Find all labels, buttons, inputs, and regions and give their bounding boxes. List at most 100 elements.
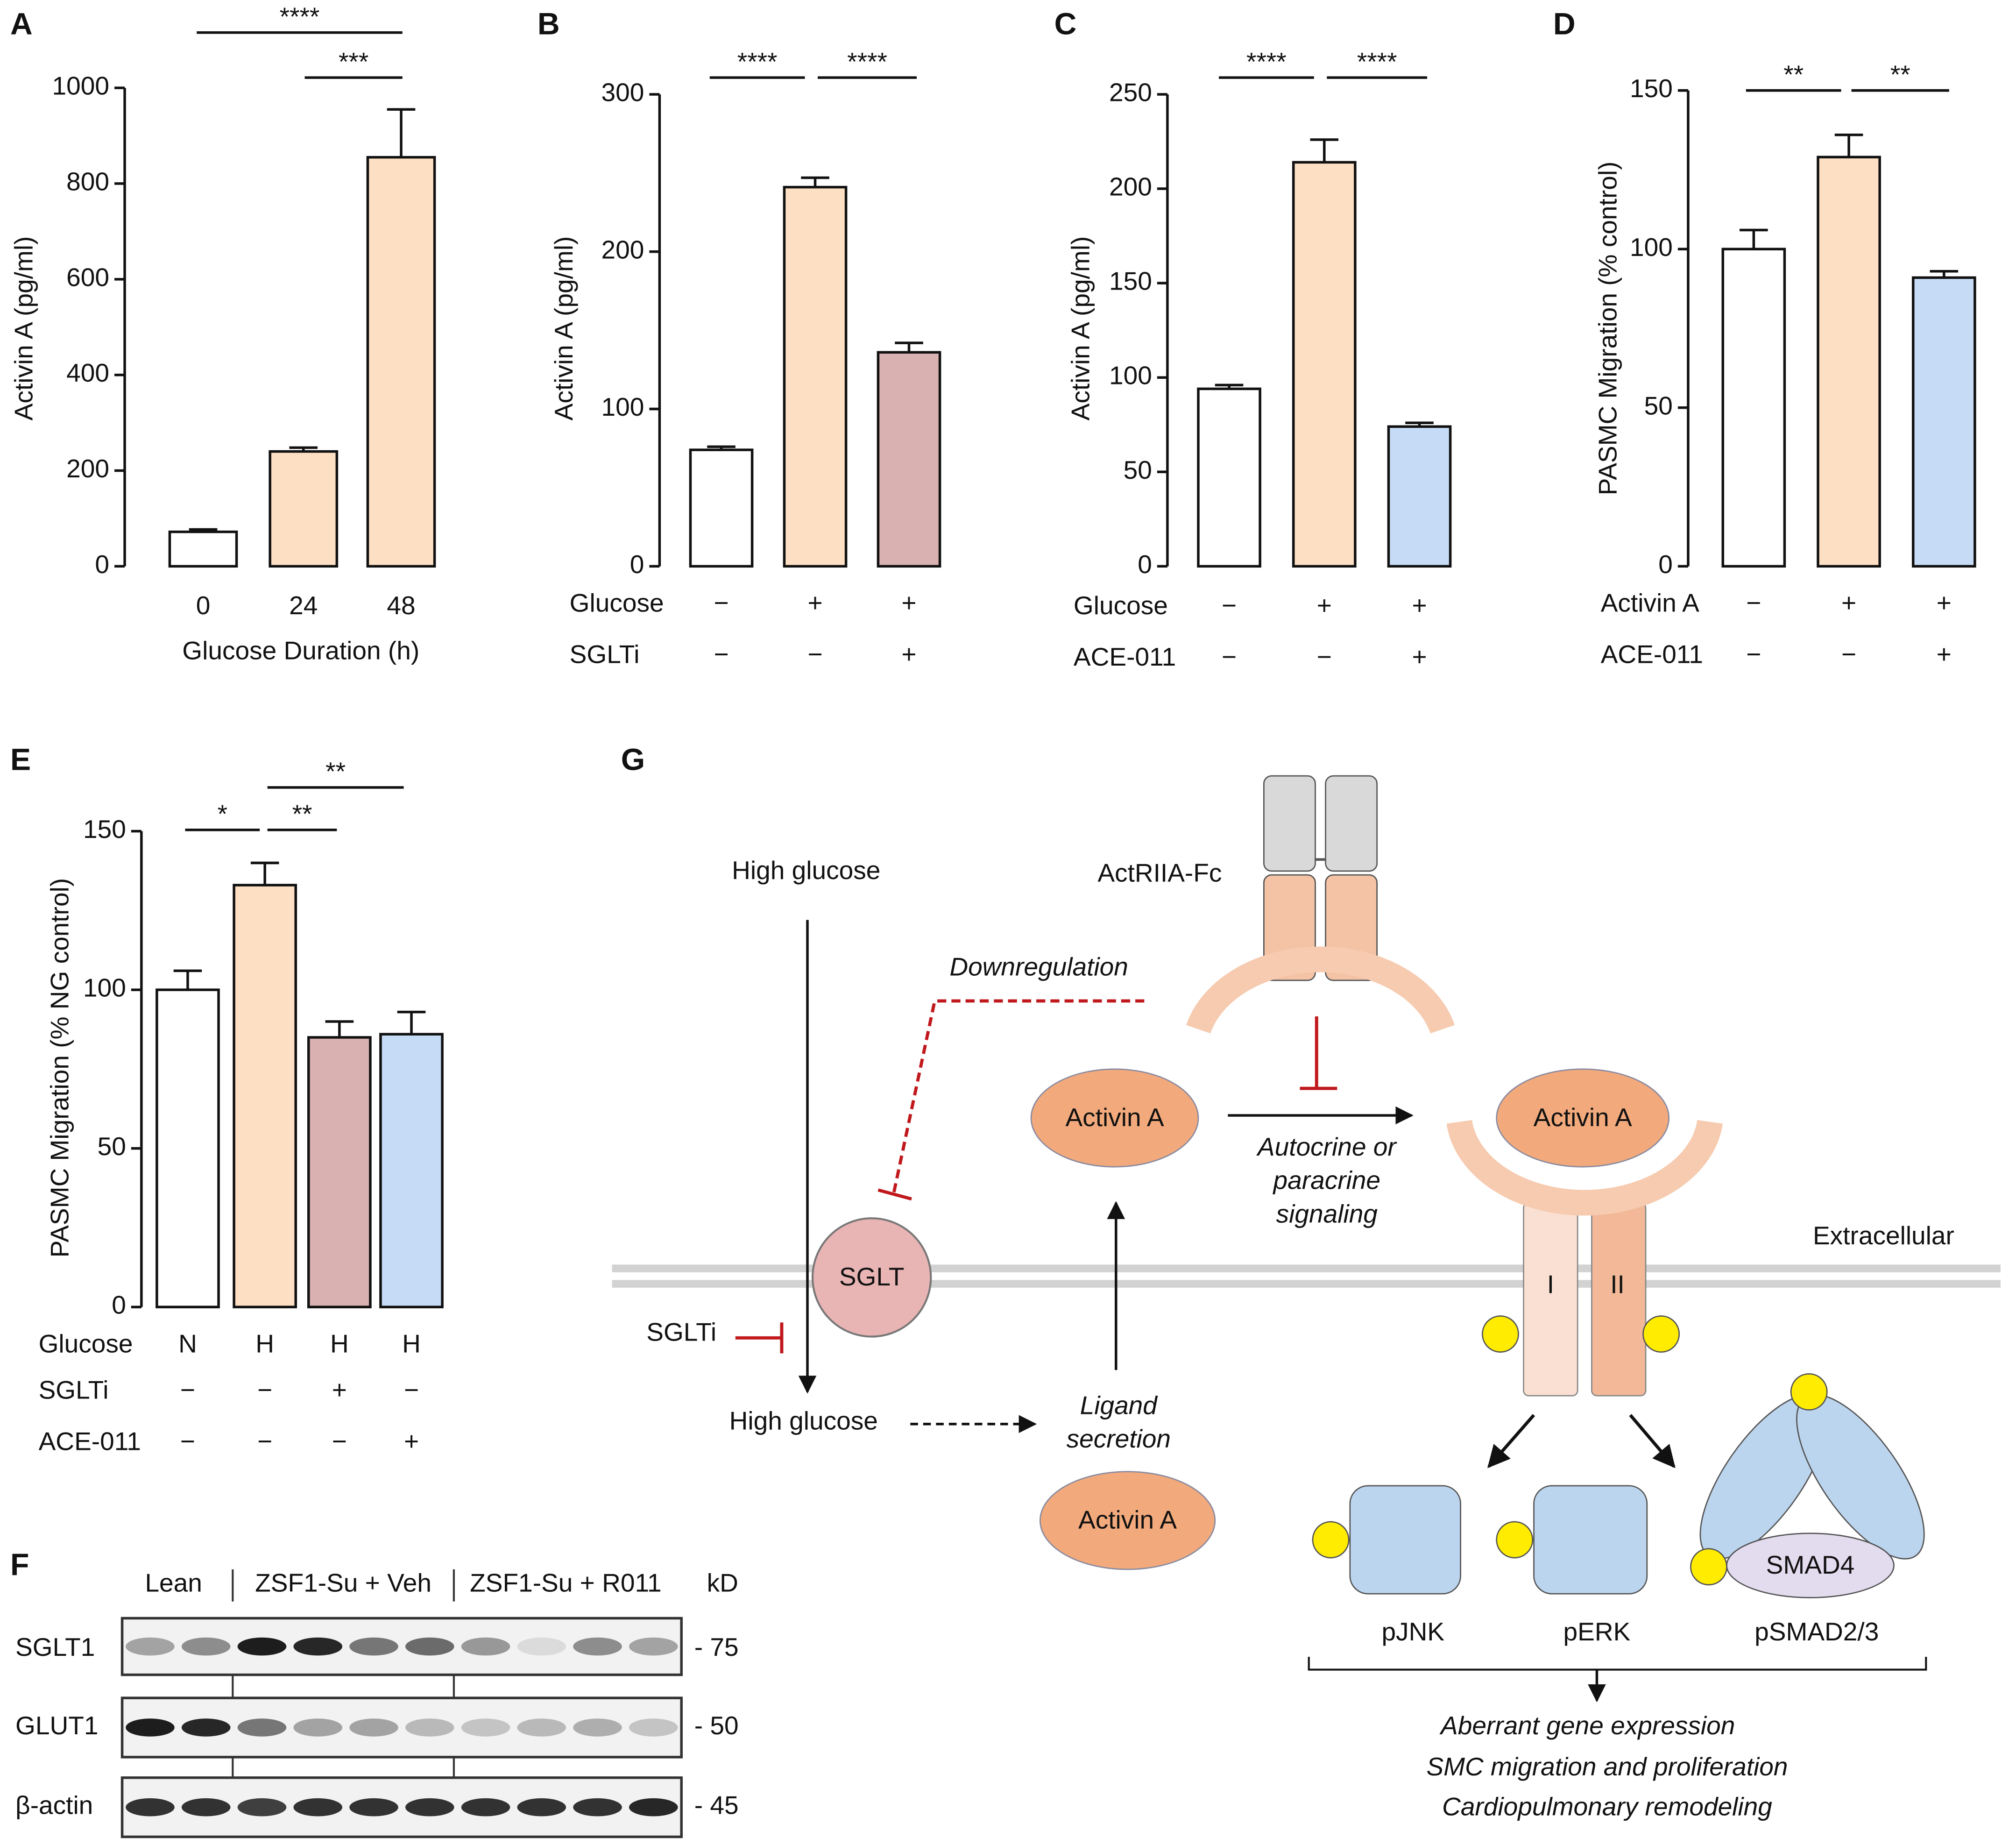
band xyxy=(405,1798,454,1817)
bar xyxy=(877,351,941,568)
lane-group: ZSF1-Su + R011 xyxy=(470,1568,662,1597)
phosphate xyxy=(1642,1315,1680,1353)
band xyxy=(349,1637,398,1656)
receptor-2 xyxy=(1591,1202,1647,1397)
error-bar xyxy=(173,969,202,990)
label: Aberrant gene expression xyxy=(1439,1711,1735,1740)
significance-label: **** xyxy=(280,2,320,31)
panel-letter: B xyxy=(538,7,560,41)
condition-value: − xyxy=(1317,642,1332,671)
band xyxy=(573,1637,622,1656)
bar xyxy=(379,1033,444,1308)
fc-domain xyxy=(1325,775,1378,872)
band xyxy=(629,1637,678,1656)
error-bar xyxy=(707,445,736,450)
label: Autocrine or xyxy=(1256,1132,1397,1161)
condition-value: − xyxy=(1841,640,1856,669)
downregulation-line xyxy=(892,999,1145,1194)
y-tick-label: 200 xyxy=(601,235,644,264)
condition-value: + xyxy=(404,1427,419,1456)
condition-value: − xyxy=(1222,591,1237,620)
error-bar xyxy=(1215,383,1244,389)
label: SGLTi xyxy=(646,1318,716,1347)
band xyxy=(126,1798,175,1817)
band xyxy=(349,1718,398,1737)
band xyxy=(181,1798,231,1817)
y-axis-label: PASMC Migration (% control) xyxy=(1593,162,1622,496)
band xyxy=(237,1637,287,1656)
bar xyxy=(307,1036,372,1308)
x-tick-label: 48 xyxy=(387,591,415,620)
band xyxy=(237,1718,287,1737)
label: II xyxy=(1610,1270,1625,1299)
label: ActRIIA-Fc xyxy=(1097,859,1222,887)
condition-name: Glucose xyxy=(570,589,664,617)
phosphate xyxy=(1690,1548,1727,1586)
significance-label: **** xyxy=(1246,47,1287,76)
error-bar xyxy=(1310,138,1339,163)
bar xyxy=(783,185,848,568)
y-tick-label: 0 xyxy=(112,1291,126,1320)
condition-value: − xyxy=(714,589,729,617)
trap-arc xyxy=(1186,946,1455,1034)
significance-label: * xyxy=(218,799,227,828)
bar xyxy=(689,448,754,568)
label: Extracellular xyxy=(1813,1221,1954,1250)
band xyxy=(293,1637,343,1656)
panel-letter: F xyxy=(10,1547,29,1582)
band xyxy=(126,1637,175,1656)
kinase xyxy=(1349,1485,1461,1595)
y-tick-label: 50 xyxy=(1124,455,1152,484)
blot-label: GLUT1 xyxy=(15,1711,98,1740)
band xyxy=(629,1798,678,1817)
band xyxy=(517,1637,566,1656)
band xyxy=(517,1798,566,1817)
error-bar xyxy=(895,341,923,353)
phosphate xyxy=(1790,1373,1828,1411)
error-bar xyxy=(1834,134,1863,157)
band xyxy=(573,1798,622,1817)
y-axis-label: PASMC Migration (% NG control) xyxy=(45,878,74,1258)
y-tick-label: 150 xyxy=(1630,74,1673,103)
condition-value: − xyxy=(1746,589,1761,617)
label: Ligand xyxy=(1080,1391,1159,1419)
y-axis-label: Activin A (pg/ml) xyxy=(549,236,578,421)
transporter xyxy=(811,1217,932,1338)
condition-name: SGLTi xyxy=(39,1375,109,1404)
arrow xyxy=(1487,1414,1535,1469)
y-tick-label: 400 xyxy=(66,358,109,387)
y-tick-label: 600 xyxy=(66,263,109,291)
condition-name: Glucose xyxy=(1074,591,1168,620)
condition-value: + xyxy=(901,640,916,669)
condition-value: − xyxy=(807,640,822,669)
arrow xyxy=(1629,1414,1676,1469)
bar xyxy=(269,450,339,568)
label: pSMAD2/3 xyxy=(1754,1617,1879,1646)
label: Activin A xyxy=(1078,1505,1177,1534)
condition-value: H xyxy=(402,1329,421,1358)
y-tick-label: 1000 xyxy=(52,71,109,100)
label: Downregulation xyxy=(949,952,1128,981)
error-bar xyxy=(250,861,279,885)
y-tick-label: 200 xyxy=(1109,172,1152,201)
label: signaling xyxy=(1276,1199,1378,1228)
bracket xyxy=(1308,1657,1927,1671)
bar xyxy=(1387,425,1452,568)
condition-name: SGLTi xyxy=(570,640,640,669)
condition-value: − xyxy=(180,1375,195,1404)
kd-label: - 45 xyxy=(694,1791,739,1820)
condition-value: H xyxy=(330,1329,349,1358)
y-tick-label: 200 xyxy=(66,454,109,483)
error-bar xyxy=(1740,228,1768,249)
condition-value: − xyxy=(180,1427,195,1456)
blot xyxy=(120,1569,683,1838)
condition-value: − xyxy=(1746,640,1761,669)
bar xyxy=(168,530,238,568)
significance-label: ** xyxy=(1783,60,1804,89)
band xyxy=(405,1637,454,1656)
condition-name: ACE-011 xyxy=(39,1427,141,1456)
bar xyxy=(366,156,436,568)
y-tick-label: 250 xyxy=(1109,78,1152,106)
condition-name: ACE-011 xyxy=(1601,640,1703,669)
